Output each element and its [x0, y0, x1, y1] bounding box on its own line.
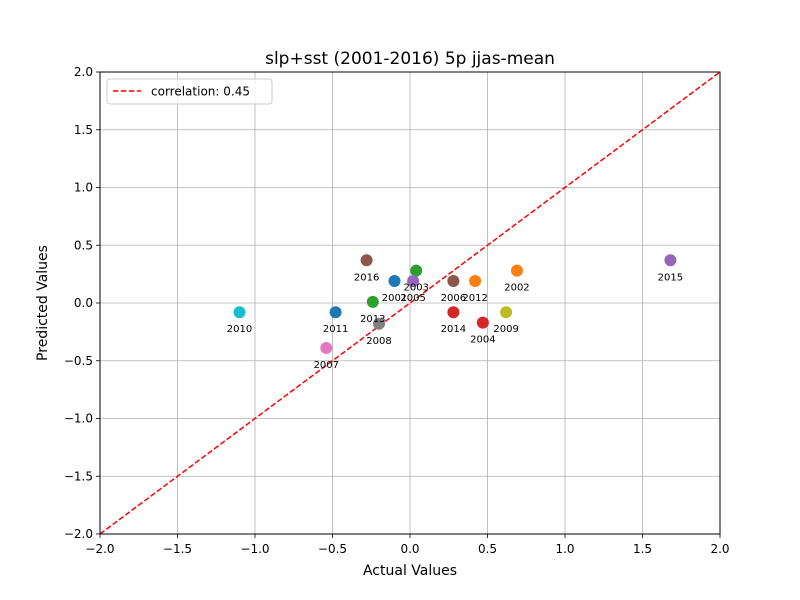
legend: correlation: 0.45 [106, 78, 273, 105]
data-point-2001 [388, 275, 401, 288]
data-point-2006 [447, 275, 460, 288]
chart-title: slp+sst (2001-2016) 5p jjas-mean [265, 49, 555, 69]
y-axis-ticks: −2.0 −1.5 −1.0 −0.5 0.0 0.5 1.0 1.5 2.0 [64, 65, 100, 541]
y-tick-label: −0.5 [64, 354, 93, 368]
x-axis-label: Actual Values [363, 563, 457, 579]
x-tick-label: 2.0 [710, 542, 729, 556]
data-point-2007 [320, 342, 333, 355]
point-label-2015: 2015 [658, 272, 683, 283]
x-tick-label: −1.0 [240, 542, 269, 556]
point-label-2016: 2016 [354, 272, 379, 283]
point-label-2006: 2006 [441, 293, 466, 304]
data-point-2013 [366, 295, 379, 308]
y-tick-label: 0.5 [74, 238, 93, 252]
data-point-2003 [410, 264, 423, 277]
point-label-2009: 2009 [493, 324, 518, 335]
point-label-2014: 2014 [441, 324, 466, 335]
data-point-2008 [373, 317, 385, 330]
data-point-2016 [360, 254, 373, 267]
data-point-2002 [510, 264, 523, 277]
legend-box [106, 78, 273, 105]
point-label-2005: 2005 [400, 293, 425, 304]
y-tick-label: −1.5 [64, 469, 93, 483]
data-point-2005 [407, 275, 420, 288]
correlation-dashed-line [99, 71, 721, 535]
x-tick-label: 1.0 [555, 542, 574, 556]
y-tick-label: 1.5 [74, 123, 93, 137]
point-label-2010: 2010 [227, 324, 252, 335]
x-tick-label: 0.0 [400, 542, 419, 556]
point-label-2007: 2007 [314, 360, 339, 371]
x-tick-label: 1.5 [633, 542, 652, 556]
data-point-2009 [500, 306, 513, 319]
point-label-2012: 2012 [462, 293, 487, 304]
data-point-2011 [329, 306, 342, 319]
data-point-2012 [469, 275, 482, 288]
point-label-2001: 2001 [382, 293, 407, 304]
point-label-2002: 2002 [504, 283, 529, 294]
y-tick-label: −2.0 [64, 527, 93, 541]
y-axis-label: Predicted Values [35, 245, 51, 361]
x-tick-label: −1.5 [163, 542, 192, 556]
x-axis-ticks: −2.0 −1.5 −1.0 −0.5 0.0 0.5 1.0 1.5 2.0 [85, 534, 730, 556]
data-point-2010 [233, 306, 246, 319]
point-label-2013: 2013 [360, 314, 385, 325]
x-tick-label: −2.0 [85, 542, 114, 556]
data-point-2015 [664, 254, 677, 267]
y-tick-label: 1.0 [74, 181, 93, 195]
point-label-2011: 2011 [323, 324, 348, 335]
data-points [233, 254, 677, 355]
legend-entry-correlation: correlation: 0.45 [151, 85, 250, 99]
reference-line-layer [99, 71, 721, 535]
y-tick-label: −1.0 [64, 412, 93, 426]
y-tick-label: 2.0 [74, 65, 93, 79]
x-tick-label: 0.5 [478, 542, 497, 556]
point-label-2003: 2003 [403, 283, 428, 294]
data-point-2004 [476, 316, 489, 329]
point-labels: 2001 2002 2003 2004 2005 2006 2007 2008 2009 2010… [227, 272, 683, 371]
data-point-2014 [447, 306, 460, 319]
point-label-2004: 2004 [470, 335, 495, 346]
x-tick-label: −0.5 [318, 542, 347, 556]
point-label-2008: 2008 [366, 336, 391, 347]
y-tick-label: 0.0 [74, 296, 93, 310]
